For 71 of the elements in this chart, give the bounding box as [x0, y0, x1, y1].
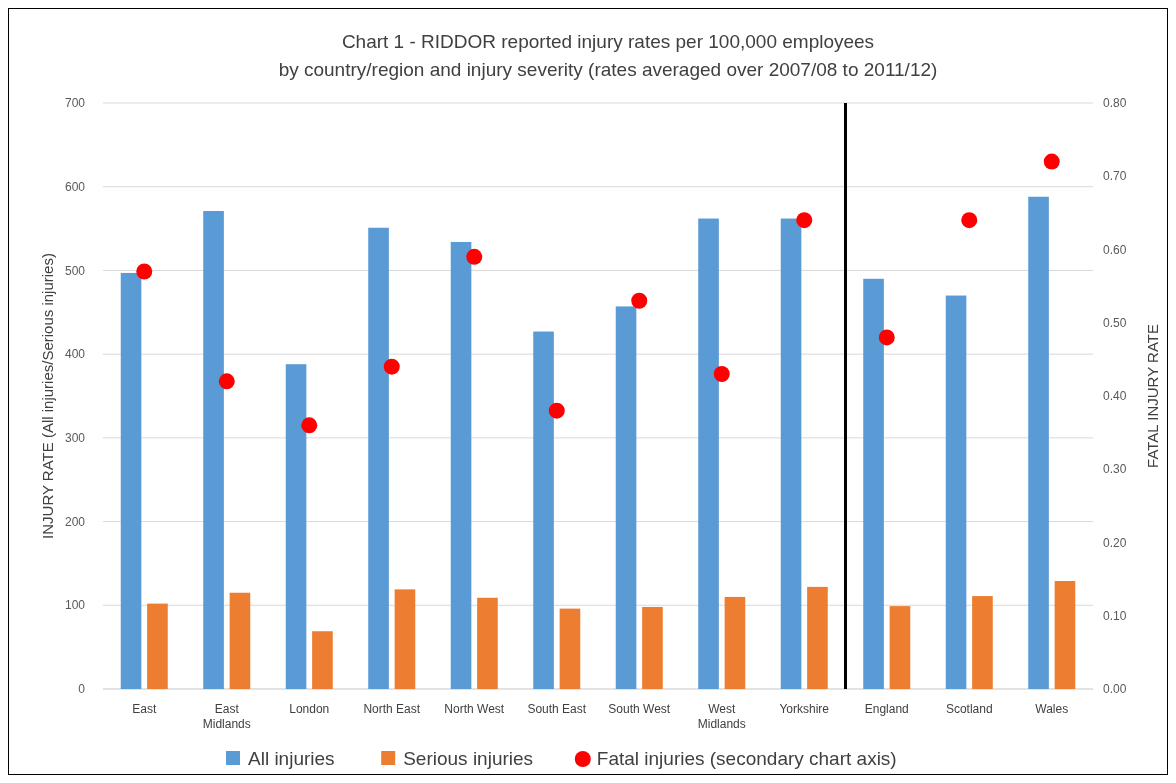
bar: [642, 606, 663, 689]
bar: [450, 241, 472, 689]
y-tick-label: 100: [64, 598, 86, 613]
y2-tick-label: 0.10: [1103, 608, 1127, 623]
bar: [889, 606, 911, 689]
x-tick-label: London: [289, 702, 330, 716]
point: [301, 417, 318, 434]
point: [466, 248, 483, 265]
x-tick-label: West Midlands: [697, 702, 746, 731]
y2-tick-label: 0.70: [1103, 169, 1127, 184]
bar: [1054, 581, 1076, 689]
x-tick-label: South West: [608, 702, 671, 716]
x-tick-label: Wales: [1035, 702, 1069, 716]
bar: [807, 586, 828, 689]
chart-title: Chart 1 - RIDDOR reported injury rates per 100,000 employees by country/region and injury severity (rates averaged over 2007/08 to 2011/12): [278, 31, 938, 80]
point: [548, 402, 565, 419]
x-tick-label: England: [864, 702, 909, 716]
y2-tick-label: 0.20: [1103, 535, 1127, 550]
bar: [945, 295, 967, 689]
y2-tick-label: 0.80: [1103, 96, 1127, 111]
bar: [477, 597, 498, 689]
point: [1043, 153, 1060, 170]
y-tick-label: 600: [64, 179, 86, 194]
bar: [972, 596, 993, 689]
y2-tick-label: 0.60: [1103, 242, 1127, 257]
bar: [615, 306, 637, 689]
bar: [120, 272, 142, 689]
point: [383, 358, 400, 375]
bar: [863, 278, 884, 689]
bar: [1028, 196, 1049, 689]
bar: [312, 631, 333, 689]
bar: [203, 210, 224, 689]
point: [218, 373, 235, 390]
point: [713, 366, 730, 383]
x-tick-label: East Midlands: [202, 702, 251, 731]
bar: [394, 589, 416, 689]
y-tick-label: 700: [64, 96, 86, 111]
y-tick-label: 400: [64, 347, 86, 362]
bar: [229, 592, 251, 689]
bar: [147, 603, 168, 689]
x-tick-label: North West: [444, 702, 505, 716]
x-tick-label: North East: [363, 702, 421, 716]
bar: [559, 608, 581, 689]
point: [796, 212, 813, 229]
y-tick-label: 500: [64, 263, 86, 278]
y-tick-label: 300: [64, 431, 86, 446]
bar: [724, 596, 746, 689]
y2-tick-label: 0.00: [1103, 682, 1127, 697]
y-tick-label: 200: [64, 514, 86, 529]
y-axis-title: INJURY RATE (All injuries/Serious injuries): [39, 253, 56, 539]
point: [961, 212, 978, 229]
y-tick-label: 0: [78, 682, 86, 697]
x-tick-label: Scotland: [945, 702, 993, 716]
y2-axis-title: FATAL INJURY RATE: [1144, 324, 1161, 468]
y2-tick-label: 0.30: [1103, 462, 1127, 477]
point: [631, 292, 648, 309]
y2-tick-label: 0.40: [1103, 389, 1127, 404]
y2-tick-label: 0.50: [1103, 315, 1127, 330]
legend-label: Serious injuries: [403, 748, 534, 769]
x-tick-label: Yorkshire: [779, 702, 830, 716]
x-tick-label: East: [132, 702, 157, 716]
bar: [698, 218, 719, 689]
point: [878, 329, 895, 346]
bar: [285, 364, 307, 689]
bar: [368, 227, 389, 689]
bar: [780, 218, 802, 689]
bar: [533, 331, 554, 689]
x-tick-label: South East: [527, 702, 587, 716]
legend-label: All injuries: [248, 748, 335, 769]
legend-label: Fatal injuries (secondary chart axis): [596, 748, 897, 769]
point: [136, 263, 153, 280]
